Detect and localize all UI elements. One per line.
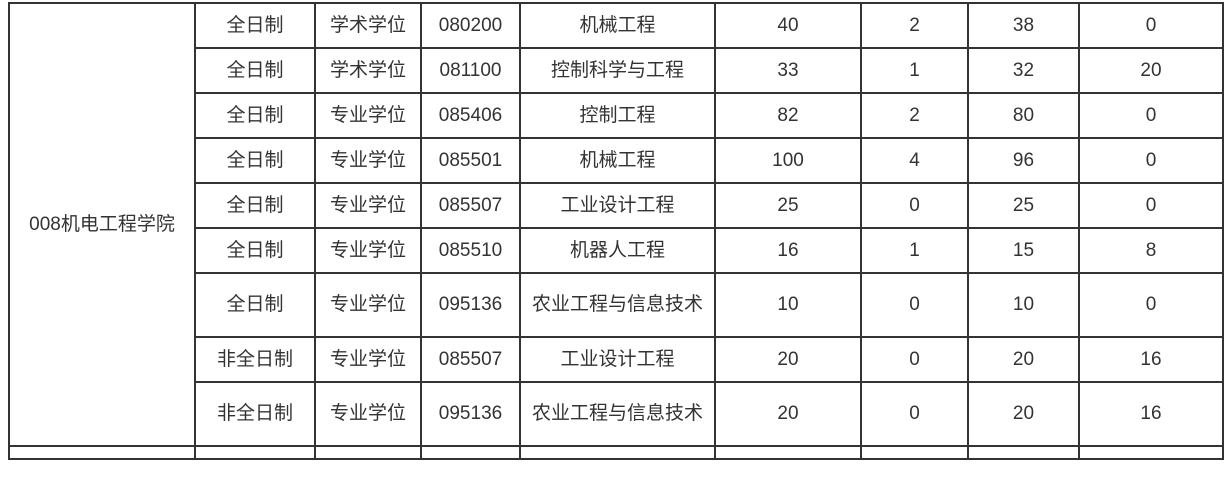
table-row[interactable]: 非全日制 专业学位 085507 工业设计工程 20 0 20 16 (9, 336, 1224, 383)
table-row-partial[interactable] (8, 445, 1224, 460)
extra-count-cell[interactable]: 8 (1078, 227, 1224, 274)
major-name-cell[interactable]: 机械工程 (519, 137, 716, 184)
recommended-exempt-cell[interactable]: 4 (860, 137, 969, 184)
unified-exam-cell[interactable]: 25 (967, 182, 1080, 229)
major-code-cell[interactable]: 085507 (420, 182, 521, 229)
college-name-cell[interactable] (8, 445, 196, 460)
study-mode-cell[interactable]: 全日制 (194, 2, 316, 49)
major-code-cell[interactable]: 095136 (420, 272, 521, 338)
table-row[interactable]: 008机电工程学院 全日制 学术学位 080200 机械工程 40 2 38 0 (8, 2, 1224, 447)
recommended-exempt-cell[interactable]: 1 (860, 47, 969, 94)
major-name-cell[interactable]: 控制科学与工程 (519, 47, 716, 94)
degree-type-cell[interactable]: 专业学位 (314, 272, 422, 338)
degree-type-cell[interactable]: 专业学位 (314, 92, 422, 139)
table-row[interactable]: 全日制 专业学位 085501 机械工程 100 4 96 0 (9, 137, 1224, 184)
table-row[interactable]: 全日制 专业学位 085406 控制工程 82 2 80 0 (9, 92, 1224, 139)
major-code-cell[interactable]: 080200 (420, 2, 521, 49)
recommended-exempt-cell[interactable]: 2 (860, 2, 969, 49)
total-plan-cell[interactable]: 10 (714, 272, 862, 338)
admission-plan-table: 008机电工程学院 全日制 学术学位 080200 机械工程 40 2 38 0 全日制 学术学位 0… (8, 2, 1224, 460)
extra-count-cell[interactable]: 0 (1078, 2, 1224, 49)
unified-exam-cell[interactable]: 20 (967, 381, 1080, 447)
total-plan-cell[interactable]: 16 (714, 227, 862, 274)
table-body: 008机电工程学院 全日制 学术学位 080200 机械工程 40 2 38 0 全日制 学术学位 0… (8, 2, 1224, 460)
recommended-exempt-cell[interactable]: 0 (860, 381, 969, 447)
unified-exam-cell[interactable]: 20 (967, 336, 1080, 383)
extra-count-cell[interactable] (1078, 445, 1224, 460)
degree-type-cell[interactable]: 学术学位 (314, 2, 422, 49)
total-plan-cell[interactable]: 100 (714, 137, 862, 184)
unified-exam-cell[interactable]: 96 (967, 137, 1080, 184)
major-code-cell[interactable]: 085406 (420, 92, 521, 139)
major-name-cell[interactable]: 机器人工程 (519, 227, 716, 274)
degree-type-cell[interactable]: 专业学位 (314, 137, 422, 184)
major-code-cell[interactable] (420, 445, 521, 460)
extra-count-cell[interactable]: 0 (1078, 272, 1224, 338)
study-mode-cell[interactable]: 全日制 (194, 182, 316, 229)
major-name-cell[interactable]: 工业设计工程 (519, 336, 716, 383)
major-name-cell[interactable] (519, 445, 716, 460)
recommended-exempt-cell[interactable]: 0 (860, 272, 969, 338)
table-row[interactable]: 全日制 学术学位 081100 控制科学与工程 33 1 32 20 (9, 47, 1224, 94)
major-name-cell[interactable]: 农业工程与信息技术 (519, 381, 716, 447)
degree-type-cell[interactable]: 学术学位 (314, 47, 422, 94)
table-row[interactable]: 全日制 专业学位 085510 机器人工程 16 1 15 8 (9, 227, 1224, 274)
major-name-cell[interactable]: 工业设计工程 (519, 182, 716, 229)
total-plan-cell[interactable] (714, 445, 862, 460)
unified-exam-cell[interactable]: 10 (967, 272, 1080, 338)
unified-exam-cell[interactable]: 38 (967, 2, 1080, 49)
major-name-cell[interactable]: 控制工程 (519, 92, 716, 139)
study-mode-cell[interactable]: 全日制 (194, 47, 316, 94)
table-row[interactable]: 非全日制 专业学位 095136 农业工程与信息技术 20 0 20 16 (9, 381, 1224, 447)
extra-count-cell[interactable]: 0 (1078, 92, 1224, 139)
extra-count-cell[interactable]: 16 (1078, 381, 1224, 447)
major-code-cell[interactable]: 085501 (420, 137, 521, 184)
study-mode-cell[interactable]: 全日制 (194, 137, 316, 184)
total-plan-cell[interactable]: 25 (714, 182, 862, 229)
table-row[interactable]: 全日制 专业学位 095136 农业工程与信息技术 10 0 10 0 (9, 272, 1224, 338)
total-plan-cell[interactable]: 33 (714, 47, 862, 94)
recommended-exempt-cell[interactable]: 0 (860, 336, 969, 383)
major-name-cell[interactable]: 农业工程与信息技术 (519, 272, 716, 338)
recommended-exempt-cell[interactable]: 1 (860, 227, 969, 274)
total-plan-cell[interactable]: 40 (714, 2, 862, 49)
unified-exam-cell[interactable]: 32 (967, 47, 1080, 94)
total-plan-cell[interactable]: 20 (714, 381, 862, 447)
total-plan-cell[interactable]: 82 (714, 92, 862, 139)
extra-count-cell[interactable]: 0 (1078, 137, 1224, 184)
degree-type-cell[interactable]: 专业学位 (314, 182, 422, 229)
recommended-exempt-cell[interactable]: 0 (860, 182, 969, 229)
major-code-cell[interactable]: 081100 (420, 47, 521, 94)
study-mode-cell[interactable]: 全日制 (194, 272, 316, 338)
degree-type-cell[interactable]: 专业学位 (314, 227, 422, 274)
major-name-cell[interactable]: 机械工程 (519, 2, 716, 49)
study-mode-cell[interactable] (194, 445, 316, 460)
major-code-cell[interactable]: 085510 (420, 227, 521, 274)
unified-exam-cell[interactable]: 80 (967, 92, 1080, 139)
extra-count-cell[interactable]: 0 (1078, 182, 1224, 229)
extra-count-cell[interactable]: 16 (1078, 336, 1224, 383)
total-plan-cell[interactable]: 20 (714, 336, 862, 383)
college-name-cell[interactable]: 008机电工程学院 (8, 2, 196, 447)
unified-exam-cell[interactable]: 15 (967, 227, 1080, 274)
study-mode-cell[interactable]: 非全日制 (194, 381, 316, 447)
study-mode-cell[interactable]: 全日制 (194, 92, 316, 139)
extra-count-cell[interactable]: 20 (1078, 47, 1224, 94)
recommended-exempt-cell[interactable] (860, 445, 969, 460)
degree-type-cell[interactable]: 专业学位 (314, 336, 422, 383)
table-row[interactable]: 全日制 专业学位 085507 工业设计工程 25 0 25 0 (9, 182, 1224, 229)
degree-type-cell[interactable]: 专业学位 (314, 381, 422, 447)
major-code-cell[interactable]: 095136 (420, 381, 521, 447)
study-mode-cell[interactable]: 全日制 (194, 227, 316, 274)
unified-exam-cell[interactable] (967, 445, 1080, 460)
recommended-exempt-cell[interactable]: 2 (860, 92, 969, 139)
major-code-cell[interactable]: 085507 (420, 336, 521, 383)
study-mode-cell[interactable]: 非全日制 (194, 336, 316, 383)
degree-type-cell[interactable] (314, 445, 422, 460)
